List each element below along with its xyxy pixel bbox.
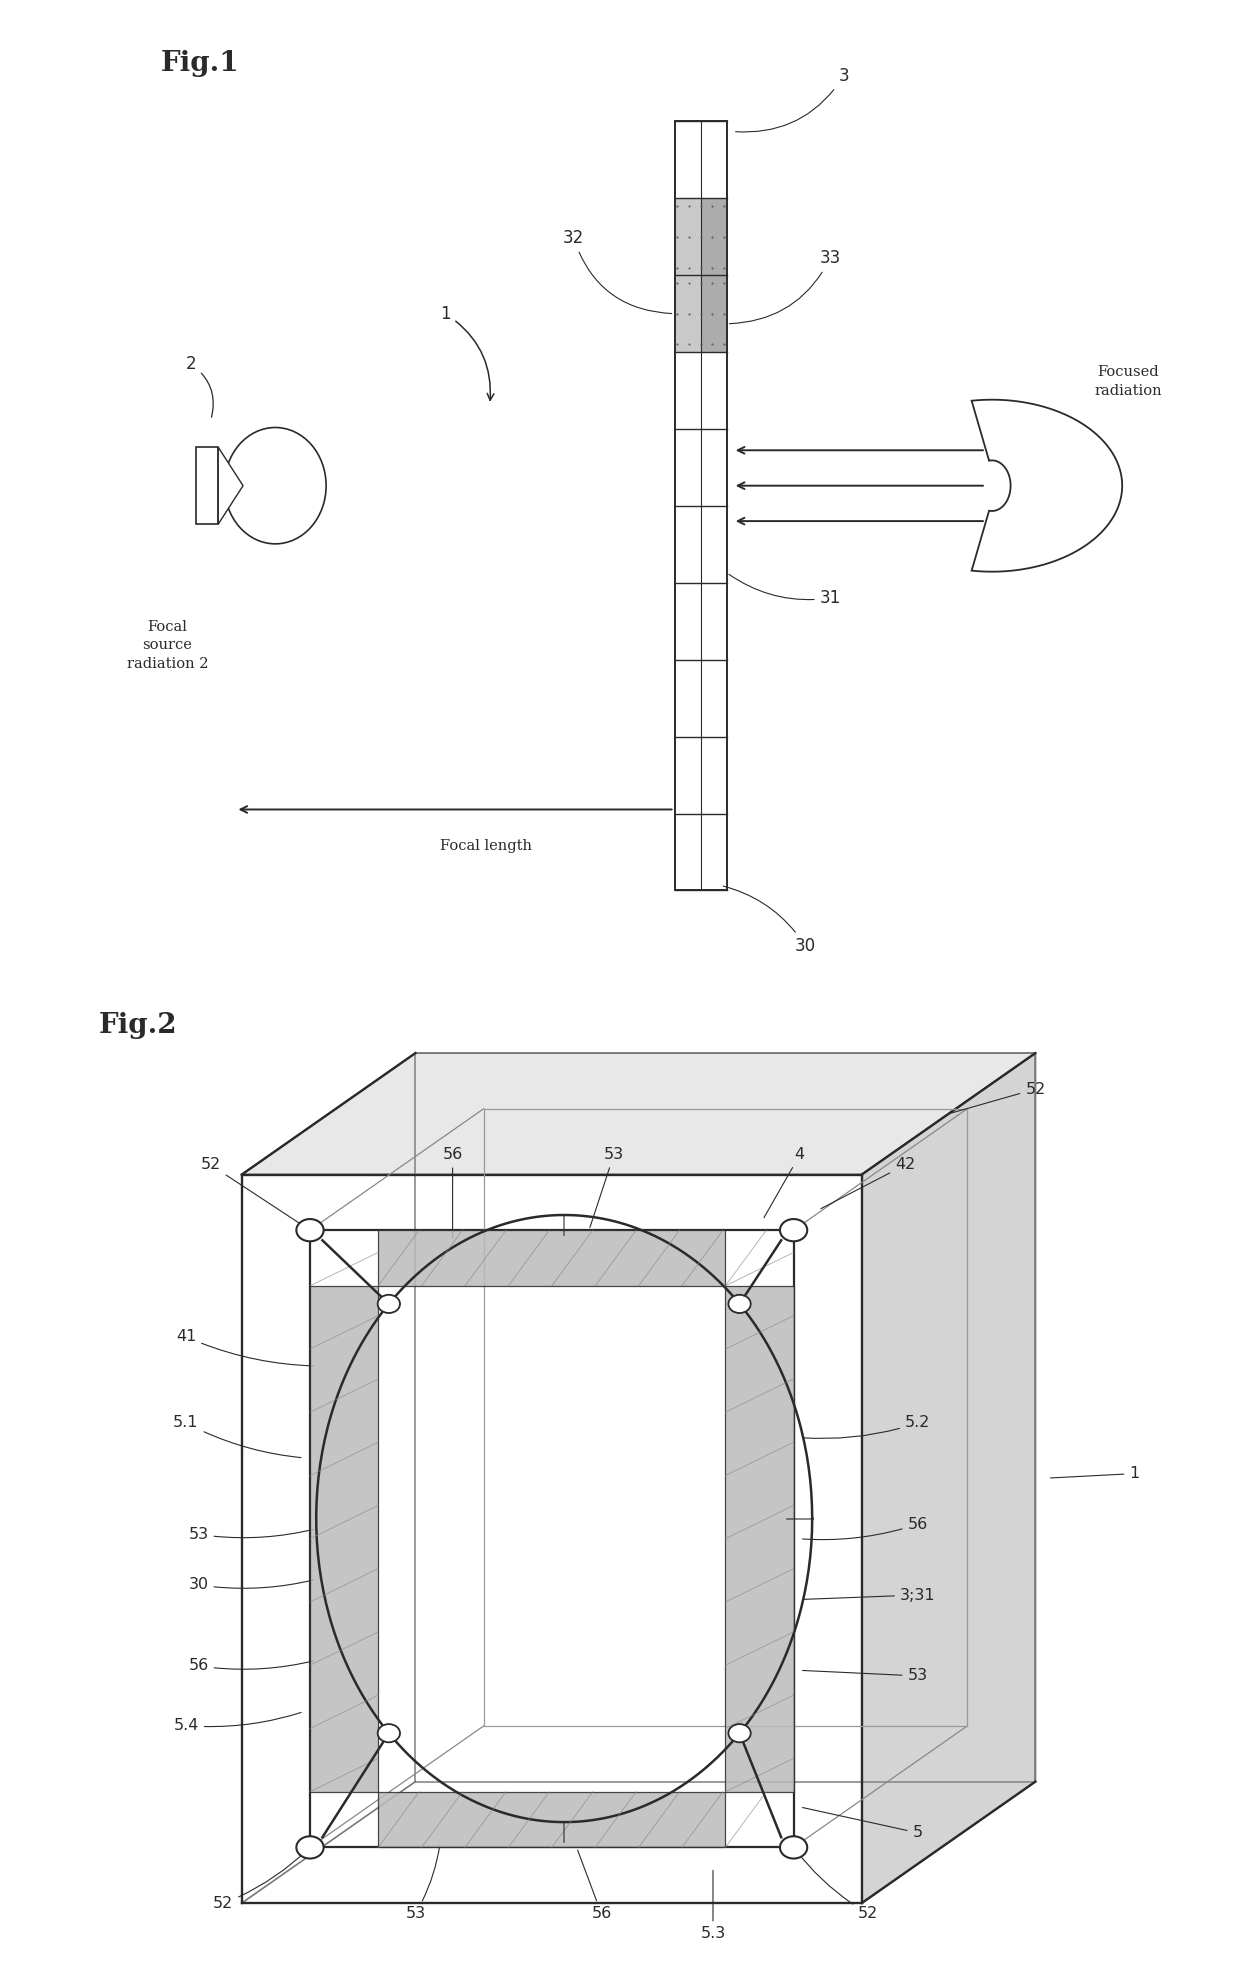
Text: 42: 42: [821, 1157, 915, 1208]
Text: 5: 5: [802, 1807, 923, 1841]
Text: 2: 2: [186, 355, 213, 417]
Bar: [701, 198, 727, 276]
Text: 5.4: 5.4: [174, 1712, 301, 1734]
Text: 5.3: 5.3: [701, 1871, 725, 1942]
Polygon shape: [972, 399, 1122, 571]
Text: 53: 53: [802, 1669, 928, 1684]
Circle shape: [378, 1296, 401, 1313]
Text: 30: 30: [188, 1577, 314, 1593]
Ellipse shape: [224, 427, 326, 544]
Text: 53: 53: [590, 1147, 624, 1228]
Text: 41: 41: [176, 1329, 314, 1365]
Text: 52: 52: [201, 1157, 308, 1228]
Bar: [196, 446, 218, 524]
Text: Focal length: Focal length: [440, 839, 532, 853]
Text: 33: 33: [729, 250, 841, 323]
Text: 5.1: 5.1: [174, 1415, 301, 1458]
Bar: [378, 1792, 725, 1847]
Bar: [675, 276, 701, 351]
Text: 53: 53: [188, 1528, 314, 1542]
Circle shape: [780, 1837, 807, 1859]
Circle shape: [728, 1724, 750, 1742]
Bar: [675, 121, 727, 891]
Text: 56: 56: [802, 1516, 928, 1540]
Text: 3;31: 3;31: [802, 1587, 935, 1603]
Text: 56: 56: [578, 1849, 611, 1921]
Text: 52: 52: [951, 1081, 1045, 1113]
Circle shape: [296, 1837, 324, 1859]
Text: Focused
radiation: Focused radiation: [1095, 365, 1162, 397]
Polygon shape: [242, 1054, 1035, 1175]
Text: 1: 1: [1050, 1466, 1140, 1482]
Text: 53: 53: [405, 1845, 440, 1921]
Text: Fig.1: Fig.1: [161, 50, 239, 77]
Circle shape: [780, 1218, 807, 1242]
Text: 4: 4: [764, 1147, 805, 1218]
Text: 3: 3: [735, 67, 849, 133]
Text: 52: 52: [213, 1849, 308, 1911]
Text: 5.2: 5.2: [802, 1415, 930, 1438]
Bar: [675, 198, 701, 276]
Text: 56: 56: [443, 1147, 463, 1238]
Text: 30: 30: [723, 887, 816, 954]
Circle shape: [378, 1724, 401, 1742]
Bar: [725, 1286, 794, 1792]
Text: 56: 56: [188, 1659, 314, 1673]
Bar: [310, 1286, 378, 1792]
Text: 1: 1: [440, 306, 494, 401]
Bar: [378, 1230, 725, 1286]
Circle shape: [728, 1296, 750, 1313]
Polygon shape: [218, 446, 243, 524]
Polygon shape: [862, 1054, 1035, 1903]
Text: 32: 32: [563, 228, 672, 313]
Text: Focal
source
radiation 2: Focal source radiation 2: [126, 621, 208, 671]
Text: 52: 52: [795, 1849, 878, 1921]
Bar: [701, 276, 727, 351]
Text: Fig.2: Fig.2: [99, 1012, 177, 1040]
Text: 31: 31: [729, 573, 841, 607]
Circle shape: [296, 1218, 324, 1242]
